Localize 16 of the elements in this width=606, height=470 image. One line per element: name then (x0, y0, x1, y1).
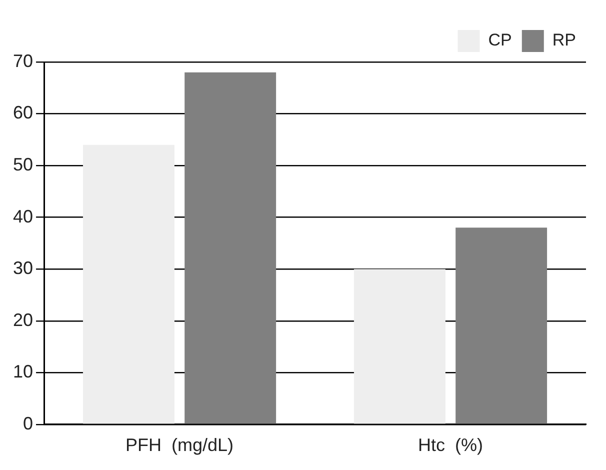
y-tick-label: 60 (12, 102, 34, 123)
y-tick-label: 40 (12, 206, 34, 226)
x-tick-label: PFH (mg/dL) (126, 435, 234, 456)
y-tick-label: 0 (23, 413, 34, 434)
y-tick-label: 70 (12, 50, 34, 71)
bar (184, 72, 276, 424)
y-tick-label: 20 (12, 310, 34, 330)
y-tick-label: 50 (12, 154, 34, 175)
legend-label: CP (488, 30, 512, 50)
y-tick-label: 30 (12, 258, 34, 278)
bar (82, 144, 174, 424)
legend-label: RP (552, 30, 576, 50)
bar (354, 269, 446, 424)
bar (456, 228, 548, 424)
x-tick-label: Htc (%) (418, 435, 484, 456)
y-tick-label: 10 (12, 362, 34, 382)
